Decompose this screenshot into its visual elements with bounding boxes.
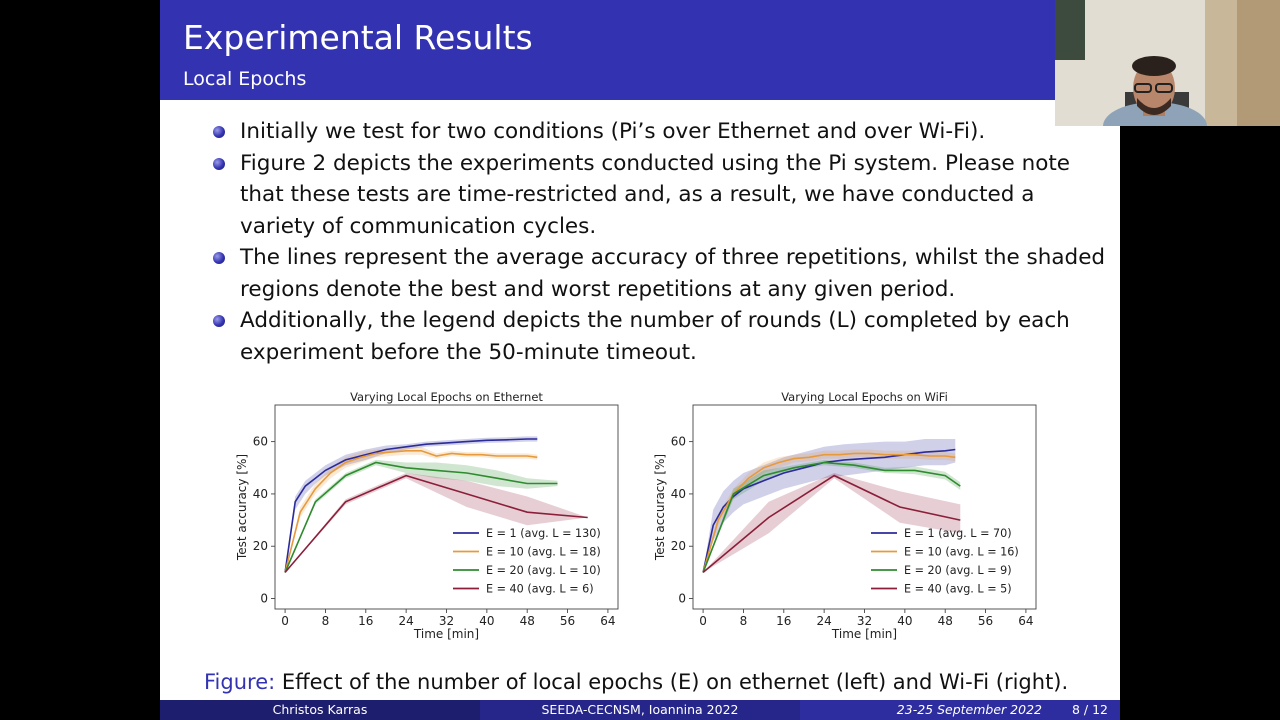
- series-line: [702, 474, 961, 574]
- series-band: [703, 439, 956, 573]
- legend-entry: E = 20 (avg. L = 9): [904, 564, 1012, 577]
- page-number: 8 / 12: [1071, 702, 1108, 717]
- y-axis-label: Test accuracy [%]: [235, 454, 249, 561]
- bullet-item: The lines represent the average accuracy…: [210, 242, 1110, 305]
- x-tick-label: 8: [322, 614, 330, 628]
- figure-caption-text: Effect of the number of local epochs (E)…: [281, 670, 1069, 694]
- x-tick-label: 24: [817, 614, 832, 628]
- series-line: [702, 452, 956, 573]
- x-tick-label: 48: [520, 614, 535, 628]
- y-tick-label: 60: [671, 435, 686, 449]
- series-line: [284, 474, 588, 573]
- figure-label: Figure:: [204, 670, 276, 694]
- bullet-list: Initially we test for two conditions (Pi…: [210, 116, 1110, 368]
- series-band: [703, 473, 961, 573]
- x-tick-label: 32: [857, 614, 872, 628]
- plot-frame: [692, 404, 1037, 610]
- bullet-icon: [213, 315, 225, 327]
- legend-entry: E = 10 (avg. L = 16): [904, 546, 1019, 559]
- footer-author: Christos Karras: [160, 700, 480, 720]
- legend-entry: E = 20 (avg. L = 10): [486, 564, 601, 577]
- x-tick-label: 0: [281, 614, 289, 628]
- bullet-text: Initially we test for two conditions (Pi…: [240, 119, 986, 144]
- legend-entry: E = 40 (avg. L = 5): [904, 583, 1012, 596]
- bullet-icon: [213, 126, 225, 138]
- y-tick-label: 20: [671, 539, 686, 553]
- bullet-item: Additionally, the legend depicts the num…: [210, 305, 1110, 368]
- x-tick-label: 48: [938, 614, 953, 628]
- x-tick-label: 0: [699, 614, 707, 628]
- series-line: [284, 461, 558, 573]
- x-tick-label: 16: [776, 614, 791, 628]
- x-tick-label: 16: [358, 614, 373, 628]
- y-tick-label: 20: [253, 539, 268, 553]
- series-band: [285, 473, 588, 573]
- y-tick-label: 0: [260, 592, 268, 606]
- x-tick-label: 24: [399, 614, 414, 628]
- bullet-item: Initially we test for two conditions (Pi…: [210, 116, 1110, 148]
- plot-frame: [274, 404, 619, 610]
- x-tick-label: 40: [897, 614, 912, 628]
- slide-subtitle: Local Epochs: [183, 68, 307, 90]
- figure-caption: Figure: Effect of the number of local ep…: [204, 670, 1068, 694]
- bullet-text: Additionally, the legend depicts the num…: [240, 308, 1070, 365]
- wifi-chart: Varying Local Epochs on WiFi 0 8 16 24 32 40 48…: [653, 390, 1037, 641]
- slide-footer: Christos Karras SEEDA-CECNSM, Ioannina 2…: [160, 700, 1120, 720]
- presenter-video-image: [1055, 0, 1280, 126]
- x-tick-label: 40: [479, 614, 494, 628]
- x-tick-label: 32: [439, 614, 454, 628]
- x-tick-label: 64: [1018, 614, 1033, 628]
- presentation-slide: Experimental Results Local Epochs Initia…: [160, 0, 1120, 720]
- chart-title: Varying Local Epochs on WiFi: [781, 390, 948, 404]
- webcam-video: [1055, 0, 1280, 126]
- series-band: [703, 459, 961, 573]
- slide-title: Experimental Results: [183, 18, 533, 57]
- footer-date: 23-25 September 2022: [896, 702, 1042, 717]
- bullet-icon: [213, 157, 225, 170]
- x-axis-label: Time [min]: [831, 627, 897, 641]
- x-axis-label: Time [min]: [413, 627, 479, 641]
- series-line: [702, 461, 961, 573]
- footer-date-page: 23-25 September 2022 8 / 12: [800, 700, 1120, 720]
- slide-header: Experimental Results Local Epochs: [160, 0, 1120, 100]
- y-tick-label: 0: [678, 592, 686, 606]
- ethernet-chart: Varying Local Epochs on Ethernet 0 8 16 24 32…: [235, 390, 619, 641]
- bullet-text: Figure 2 depicts the experiments conduct…: [240, 150, 1071, 239]
- y-tick-label: 60: [253, 435, 268, 449]
- x-tick-label: 56: [560, 614, 575, 628]
- chart-title: Varying Local Epochs on Ethernet: [350, 390, 543, 404]
- bullet-icon: [213, 252, 225, 264]
- x-tick-label: 56: [978, 614, 993, 628]
- series-line: [284, 438, 538, 573]
- legend-entry: E = 10 (avg. L = 18): [486, 546, 601, 559]
- y-axis-label: Test accuracy [%]: [653, 454, 667, 561]
- series-line: [284, 450, 538, 573]
- legend-entry: E = 40 (avg. L = 6): [486, 583, 594, 596]
- bullet-text: The lines represent the average accuracy…: [240, 245, 1106, 302]
- x-tick-label: 64: [600, 614, 615, 628]
- y-tick-label: 40: [671, 487, 686, 501]
- footer-event: SEEDA-CECNSM, Ioannina 2022: [480, 700, 800, 720]
- bullet-item: Figure 2 depicts the experiments conduct…: [210, 148, 1110, 243]
- legend-entry: E = 1 (avg. L = 70): [904, 527, 1012, 540]
- legend-entry: E = 1 (avg. L = 130): [486, 527, 601, 540]
- x-tick-label: 8: [740, 614, 748, 628]
- y-tick-label: 40: [253, 487, 268, 501]
